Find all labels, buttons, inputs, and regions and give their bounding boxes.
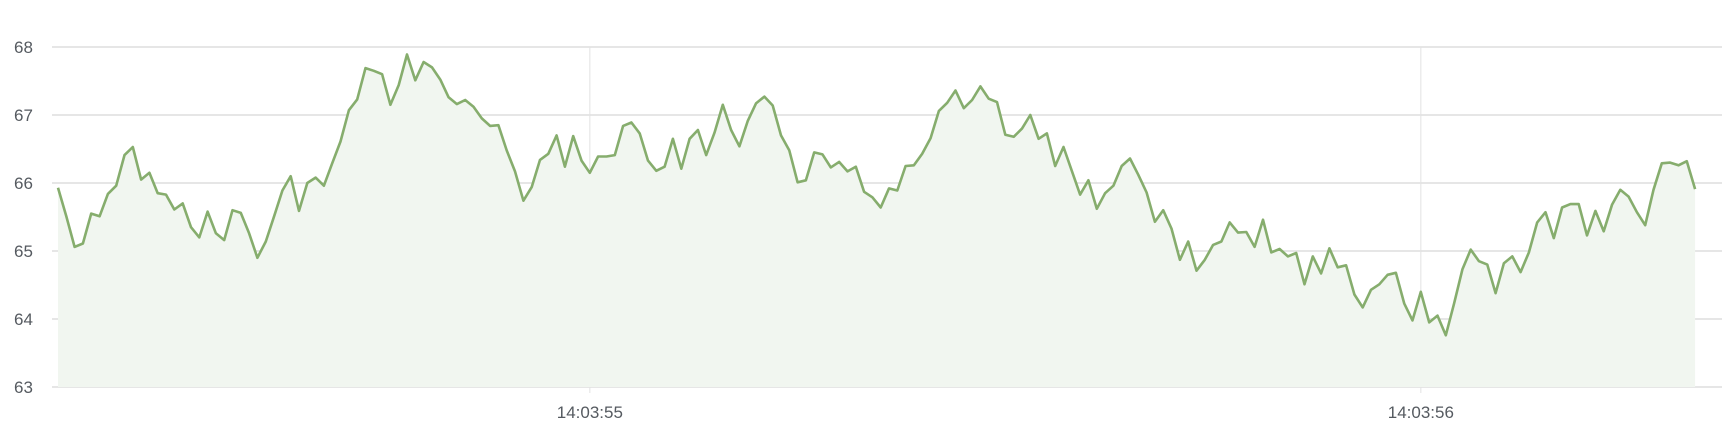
x-tick-label: 14:03:55 [557, 403, 623, 422]
y-tick-label: 67 [14, 106, 33, 125]
y-tick-label: 64 [14, 310, 33, 329]
y-tick-label: 63 [14, 378, 33, 397]
y-tick-label: 65 [14, 242, 33, 261]
series-line [56, 53, 1697, 337]
x-tick-label: 14:03:56 [1388, 403, 1454, 422]
series-area-fill [58, 54, 1696, 387]
y-tick-label: 68 [14, 38, 33, 57]
y-tick-label: 66 [14, 174, 33, 193]
